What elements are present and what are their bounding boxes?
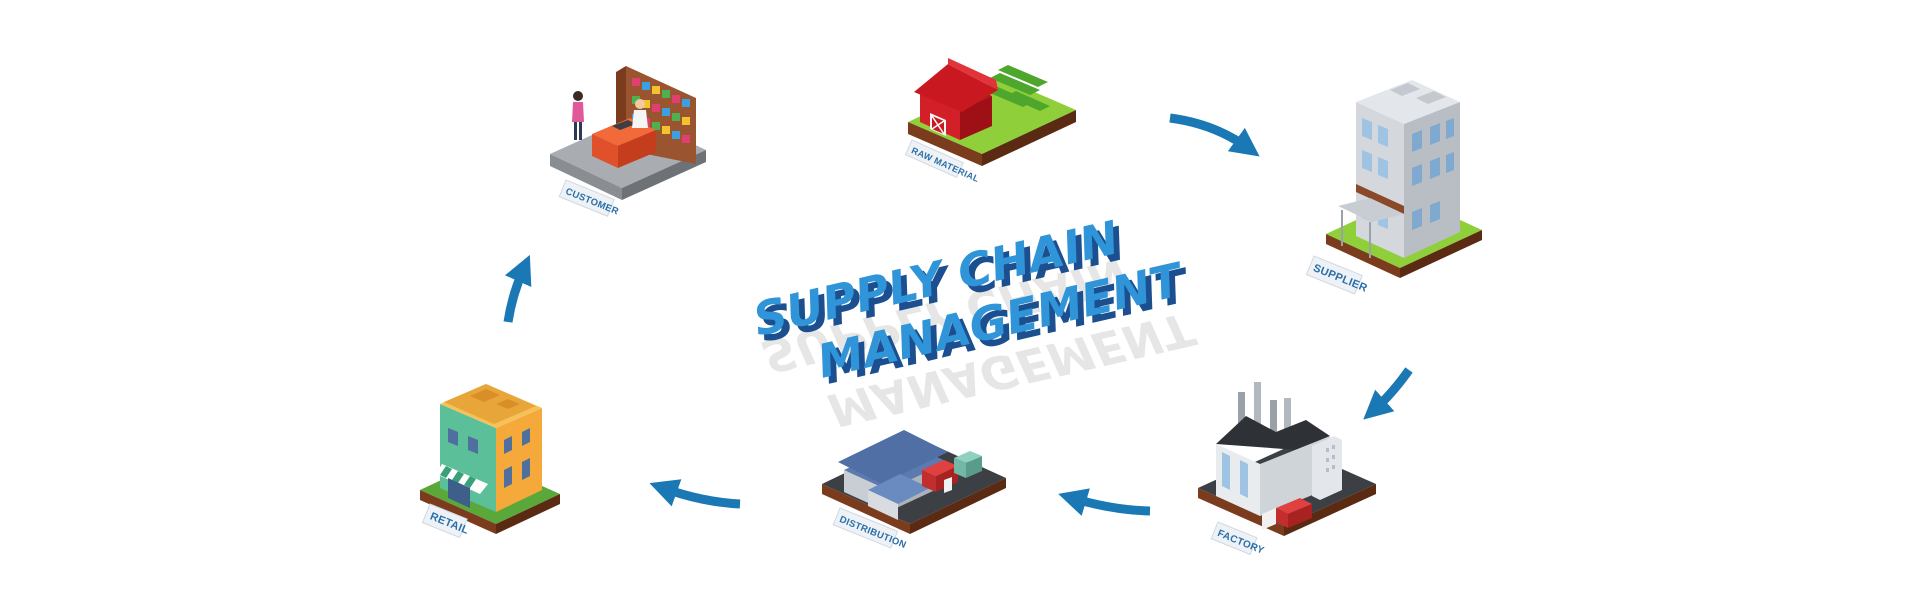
node-factory: FACTORY (1198, 382, 1376, 557)
flow-arrows (503, 113, 1413, 516)
arrow-raw-to-supplier (1169, 113, 1260, 157)
node-customer: CUSTOMER (550, 66, 706, 218)
factory-icon (1198, 382, 1376, 536)
checkout-counter-icon (550, 66, 706, 200)
shop-building-icon (420, 384, 560, 534)
node-distribution: DISTRIBUTION (822, 430, 1006, 551)
warehouse-trucks-icon (822, 430, 1006, 534)
diagram-title: SUPPLY CHAIN MANAGEMENT SUPPLY CHAIN SUP… (748, 210, 1201, 438)
node-supplier: SUPPLIER (1305, 80, 1482, 295)
office-building-icon (1326, 80, 1482, 278)
arrow-distribution-to-retail (649, 479, 741, 509)
node-retail: RETAIL (420, 384, 560, 539)
label-factory: FACTORY (1210, 521, 1266, 557)
arrow-factory-to-distribution (1058, 488, 1151, 516)
label-supplier: SUPPLIER (1305, 255, 1369, 295)
barn-field-icon (908, 58, 1076, 166)
arrow-retail-to-customer (503, 254, 532, 323)
arrow-supplier-to-factory (1363, 367, 1413, 420)
